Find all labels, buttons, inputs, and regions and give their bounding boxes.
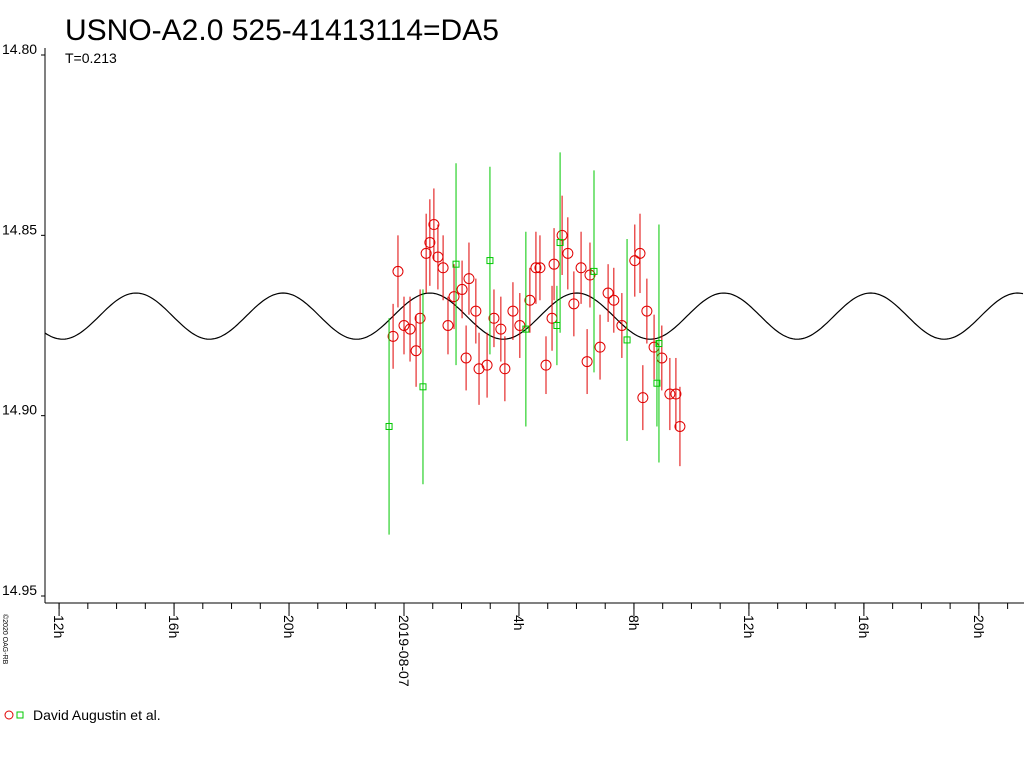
- data-point: [641, 305, 653, 317]
- data-point: [488, 312, 500, 324]
- x-tick-label: 4h: [511, 615, 527, 631]
- data-point: [481, 359, 493, 371]
- data-point: [524, 294, 536, 306]
- data-point: [456, 283, 468, 295]
- data-point: [590, 267, 598, 275]
- data-point: [507, 305, 519, 317]
- data-point: [392, 265, 404, 277]
- x-tick-label: 20h: [281, 615, 297, 638]
- data-point: [452, 260, 460, 268]
- legend-marker: [4, 710, 14, 720]
- data-point: [634, 247, 646, 259]
- data-point: [398, 320, 410, 331]
- data-point: [420, 247, 432, 259]
- data-point: [556, 229, 568, 241]
- data-point: [486, 257, 494, 265]
- x-tick-label: 12h: [51, 615, 67, 638]
- data-point: [414, 312, 426, 324]
- data-point: [637, 392, 649, 404]
- data-point: [460, 352, 472, 364]
- data-point: [387, 330, 399, 342]
- chart-subtitle: T=0.213: [65, 50, 117, 66]
- legend-label: David Augustin et al.: [33, 707, 161, 723]
- credit: ©2020 OAG-RB: [1, 614, 9, 665]
- data-point: [568, 298, 580, 310]
- data-point: [575, 262, 587, 274]
- chart-title: USNO-A2.0 525-41413114=DA5: [65, 14, 499, 47]
- data-point: [664, 388, 676, 400]
- data-point: [522, 325, 530, 333]
- data-point: [548, 258, 560, 270]
- x-tick-label: 20h: [971, 615, 987, 638]
- data-point: [419, 383, 427, 391]
- y-tick-label: 14.95: [2, 582, 37, 598]
- data-point: [629, 255, 641, 267]
- data-point: [495, 323, 507, 335]
- data-point: [534, 262, 546, 274]
- data-point: [562, 247, 574, 259]
- y-tick-label: 14.90: [2, 402, 37, 418]
- data-point: [385, 422, 393, 430]
- legend-marker: [16, 711, 24, 719]
- data-point: [410, 345, 422, 357]
- data-point: [556, 239, 564, 247]
- data-point: [428, 219, 440, 231]
- data-point: [432, 251, 444, 263]
- data-point: [530, 262, 542, 274]
- data-point: [602, 287, 614, 299]
- data-point: [653, 379, 661, 387]
- data-point: [553, 322, 561, 329]
- data-point: [540, 359, 552, 371]
- data-point: [470, 305, 482, 317]
- data-point: [424, 237, 436, 249]
- x-tick-label: 2019-08-07: [396, 615, 412, 687]
- data-point: [442, 320, 454, 331]
- data-point: [581, 356, 593, 368]
- data-point: [448, 291, 460, 303]
- data-point: [437, 262, 449, 274]
- x-tick-label: 8h: [626, 615, 642, 631]
- data-point: [608, 294, 620, 306]
- data-point: [670, 388, 682, 400]
- data-point: [514, 320, 526, 331]
- data-point: [499, 363, 511, 375]
- data-point: [674, 420, 686, 432]
- data-point: [655, 340, 663, 348]
- data-point: [463, 273, 475, 285]
- data-point: [623, 336, 631, 344]
- x-tick-label: 16h: [856, 615, 872, 638]
- data-point: [594, 341, 606, 353]
- data-point: [584, 269, 596, 281]
- y-tick-label: 14.85: [2, 221, 37, 237]
- y-tick-label: 14.80: [2, 41, 37, 57]
- x-tick-label: 12h: [741, 615, 757, 638]
- data-point: [404, 323, 416, 335]
- fit-curve: [44, 292, 1024, 340]
- x-tick-label: 16h: [166, 615, 182, 638]
